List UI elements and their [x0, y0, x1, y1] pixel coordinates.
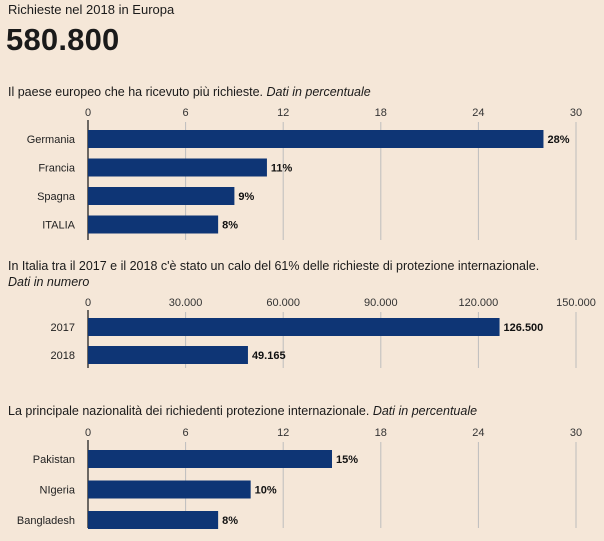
- chart-1: 0 6 12 18 24 30 Germania 28% Francia 11% Spagna 9% I…: [27, 107, 582, 240]
- data-label: 28%: [547, 134, 569, 146]
- tick-label: 18: [375, 107, 387, 119]
- tick-label: 30: [570, 107, 582, 119]
- data-label: 11%: [271, 163, 293, 175]
- category-label: Germania: [27, 134, 76, 146]
- chart-2-title-main: In Italia tra il 2017 e il 2018 c'è stat…: [8, 259, 540, 273]
- bar: [88, 318, 500, 336]
- tick-label: 30.000: [169, 297, 203, 309]
- tick-label: 120.000: [459, 297, 499, 309]
- data-label: 10%: [255, 485, 277, 497]
- data-label: 126.500: [504, 322, 544, 334]
- tick-label: 18: [375, 427, 387, 439]
- chart-2: 0 30.000 60.000 90.000 120.000 150.000 2017 126…: [51, 297, 596, 368]
- chart-1-title-italic: Dati in percentuale: [266, 85, 371, 99]
- tick-label: 6: [183, 427, 189, 439]
- category-label: Bangladesh: [17, 515, 75, 527]
- category-label: 2017: [51, 322, 75, 334]
- tick-label: 12: [277, 107, 289, 119]
- bar: [88, 450, 332, 468]
- chart-3-title-italic: Dati in percentuale: [372, 404, 478, 418]
- data-label: 49.165: [252, 350, 286, 362]
- chart-3: 0 6 12 18 24 30 Pakistan 15% NIgeria 10% Banglades…: [17, 427, 582, 529]
- tick-label: 60.000: [266, 297, 300, 309]
- bar: [88, 511, 219, 529]
- bar: [88, 346, 248, 364]
- tick-label: 150.000: [556, 297, 596, 309]
- tick-label: 0: [85, 107, 91, 119]
- data-label: 9%: [238, 191, 254, 203]
- chart-3-title: La principale nazionalità dei richiedent…: [8, 403, 477, 419]
- bar: [88, 158, 267, 177]
- category-label: Pakistan: [33, 454, 75, 466]
- tick-label: 24: [472, 107, 484, 119]
- chart-1-title: Il paese europeo che ha ricevuto più ric…: [8, 84, 371, 100]
- total-requests: 580.800: [6, 22, 120, 57]
- category-label: NIgeria: [40, 485, 76, 497]
- tick-label: 30: [570, 427, 582, 439]
- tick-label: 12: [277, 427, 289, 439]
- bar: [88, 215, 219, 234]
- chart-1-title-main: Il paese europeo che ha ricevuto più ric…: [8, 85, 267, 99]
- category-label: 2018: [51, 350, 75, 362]
- bar: [88, 480, 251, 499]
- bar: [88, 187, 235, 205]
- tick-label: 24: [472, 427, 484, 439]
- data-label: 8%: [222, 515, 238, 527]
- category-label: Francia: [38, 163, 76, 175]
- data-label: 8%: [222, 220, 238, 232]
- chart-3-title-main: La principale nazionalità dei richiedent…: [8, 404, 373, 418]
- tick-label: 0: [85, 427, 91, 439]
- tick-label: 6: [183, 107, 189, 119]
- chart-2-title: In Italia tra il 2017 e il 2018 c'è stat…: [8, 258, 539, 290]
- tick-label: 90.000: [364, 297, 398, 309]
- tick-label: 0: [85, 297, 91, 309]
- header-eyebrow: Richieste nel 2018 in Europa: [8, 2, 175, 17]
- bar: [88, 130, 544, 148]
- category-label: Spagna: [37, 191, 76, 203]
- chart-2-title-italic: Dati in numero: [8, 275, 90, 289]
- data-label: 15%: [336, 454, 358, 466]
- category-label: ITALIA: [42, 220, 75, 232]
